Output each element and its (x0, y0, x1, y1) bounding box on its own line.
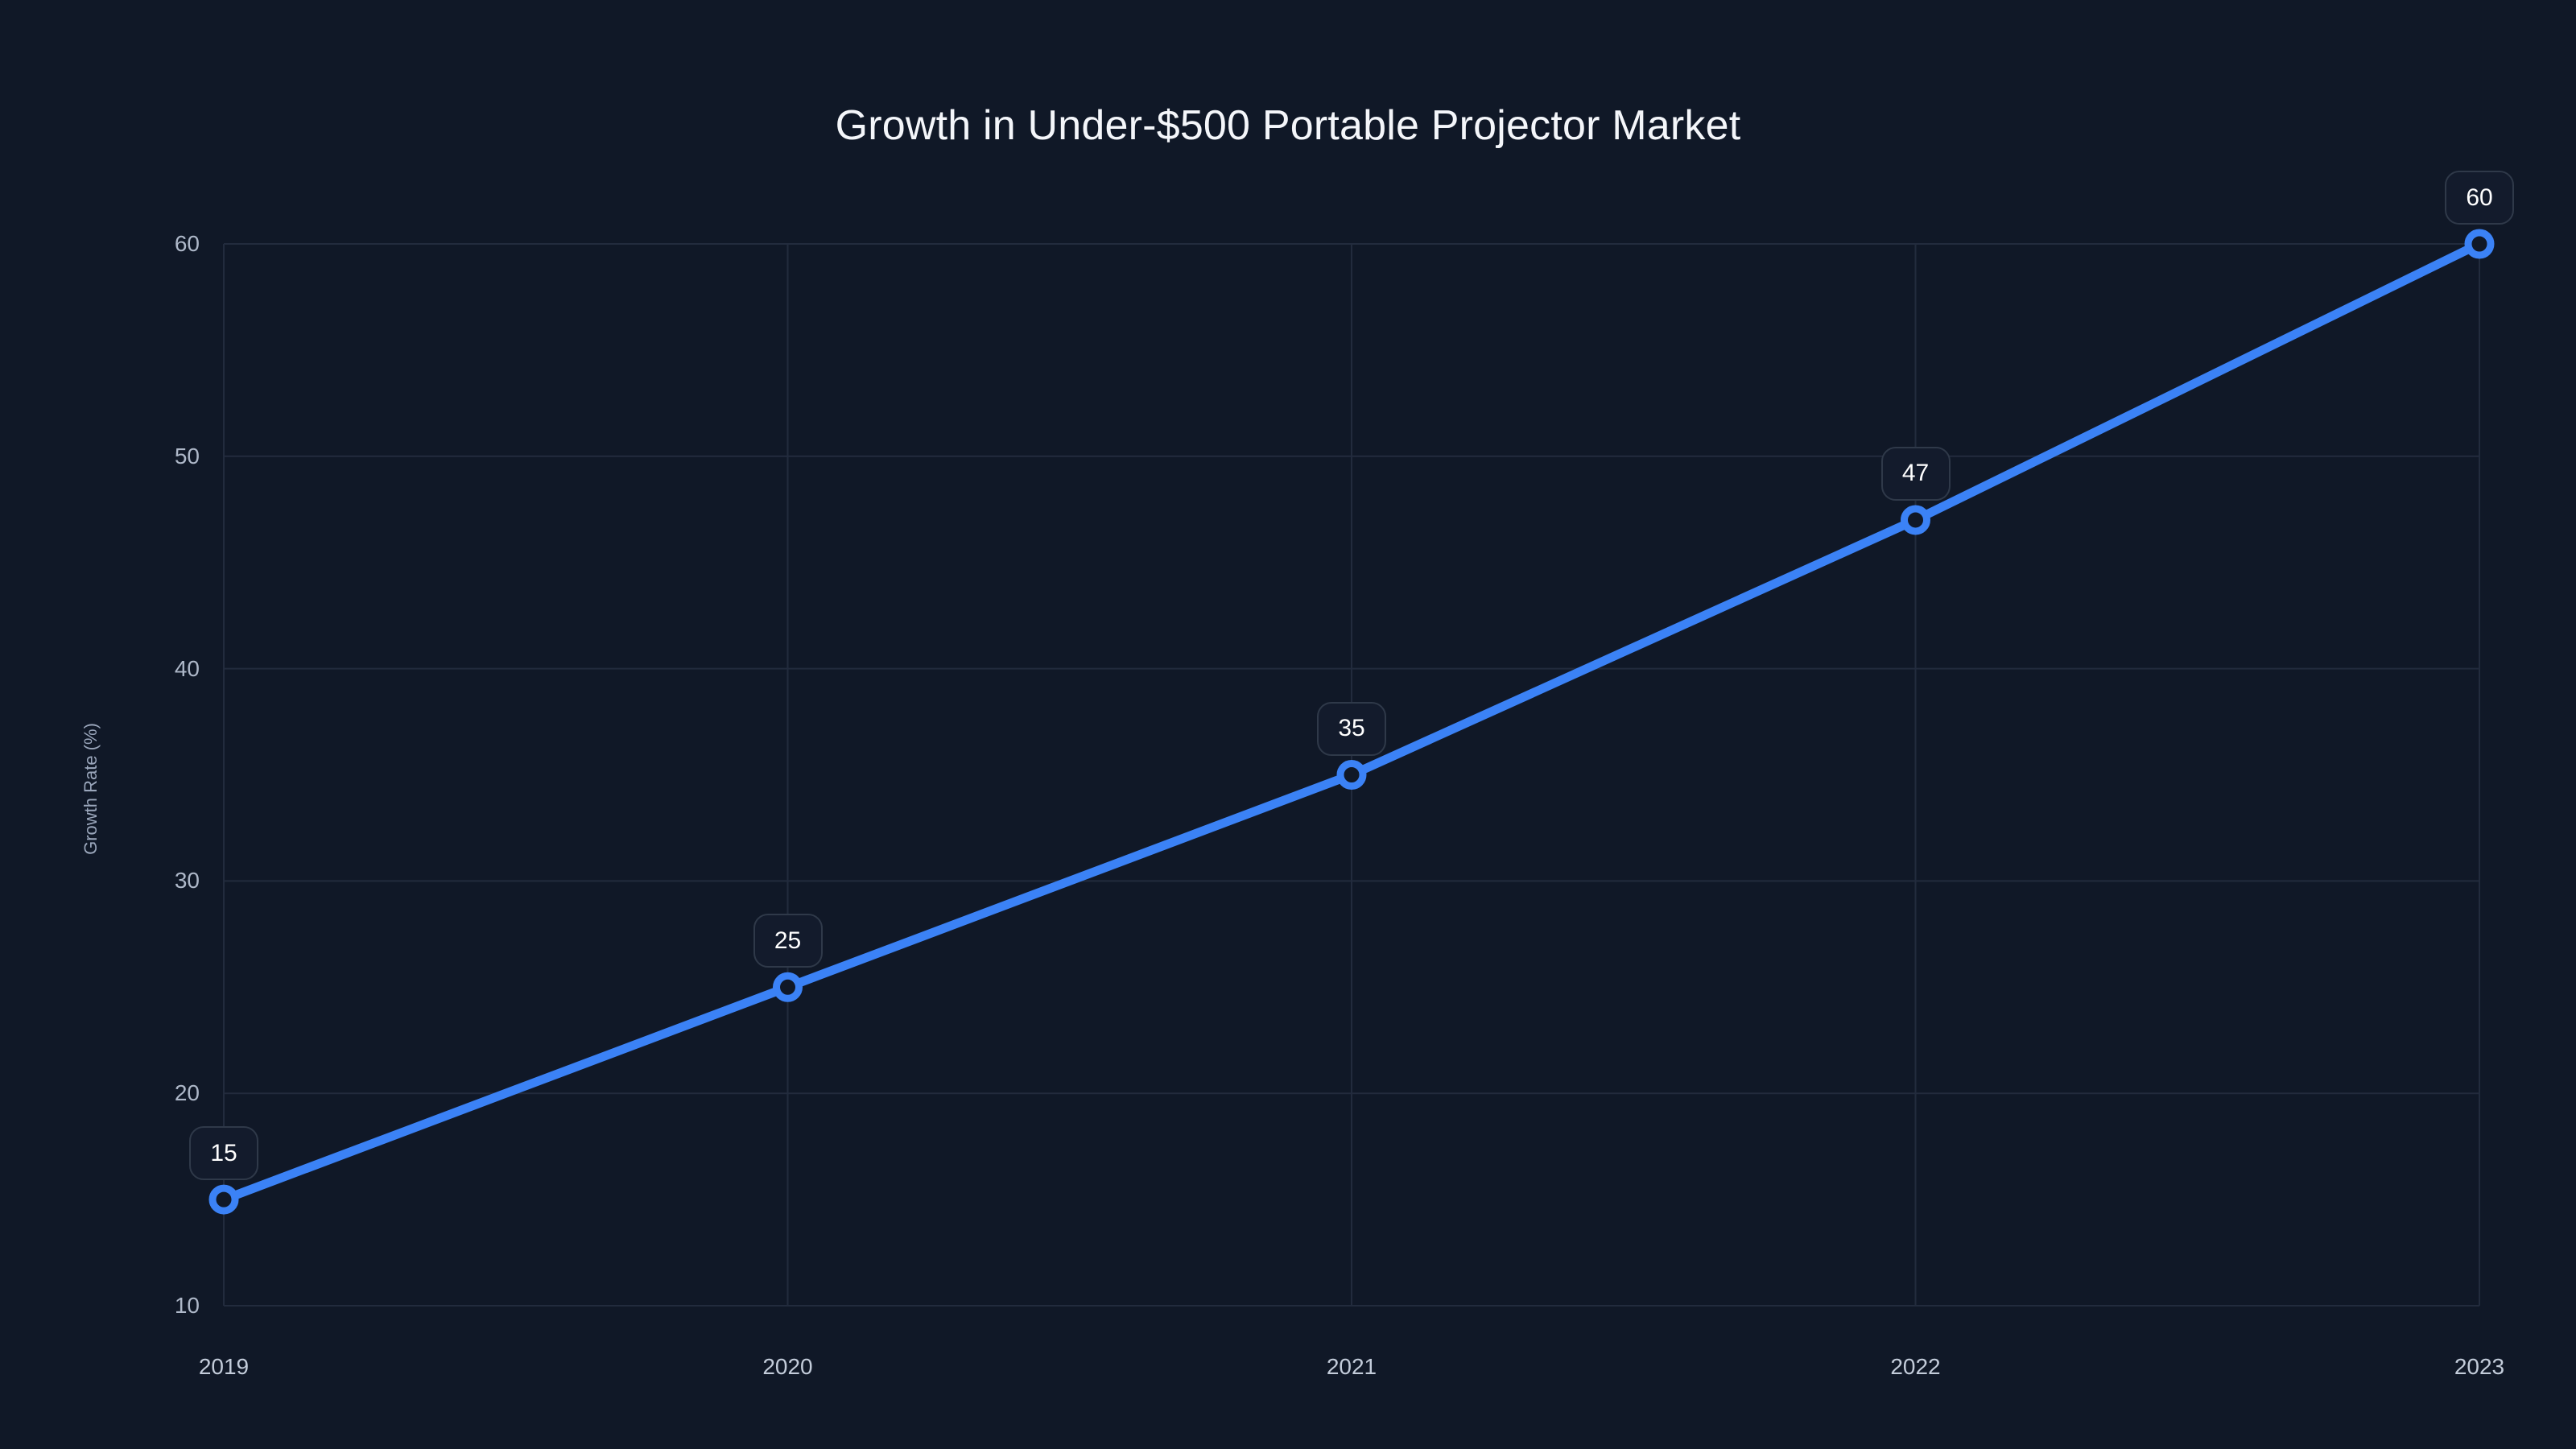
y-axis-tick-label: 50 (174, 443, 200, 469)
data-point-marker[interactable] (773, 972, 803, 1002)
x-axis-tick-label: 2019 (198, 1354, 250, 1379)
x-axis-tick-label: 2022 (1890, 1354, 1941, 1379)
y-axis-tick-label: 10 (174, 1293, 200, 1318)
data-point-marker[interactable] (208, 1184, 239, 1215)
data-point-marker[interactable] (1336, 760, 1367, 790)
data-point-value-badge: 25 (753, 914, 823, 968)
data-point-value-badge: 35 (1317, 701, 1386, 756)
data-point-marker[interactable] (2464, 229, 2495, 259)
y-axis-tick-label: 20 (174, 1080, 200, 1106)
chart-title: Growth in Under-$500 Portable Projector … (835, 102, 1741, 149)
y-axis-tick-label: 60 (174, 231, 200, 256)
x-axis-tick-label: 2023 (2454, 1354, 2505, 1379)
data-point-marker[interactable] (1901, 505, 1930, 535)
y-axis-tick-label: 40 (174, 655, 200, 681)
x-axis-tick-label: 2020 (762, 1354, 813, 1379)
x-axis-tick-label: 2021 (1326, 1354, 1377, 1379)
y-axis-tick-label: 30 (174, 868, 200, 894)
data-point-value-badge: 60 (2445, 171, 2514, 225)
series-markers (208, 229, 2495, 1215)
data-point-value-badge: 15 (189, 1126, 258, 1181)
data-point-value-badge: 47 (1880, 446, 1951, 501)
